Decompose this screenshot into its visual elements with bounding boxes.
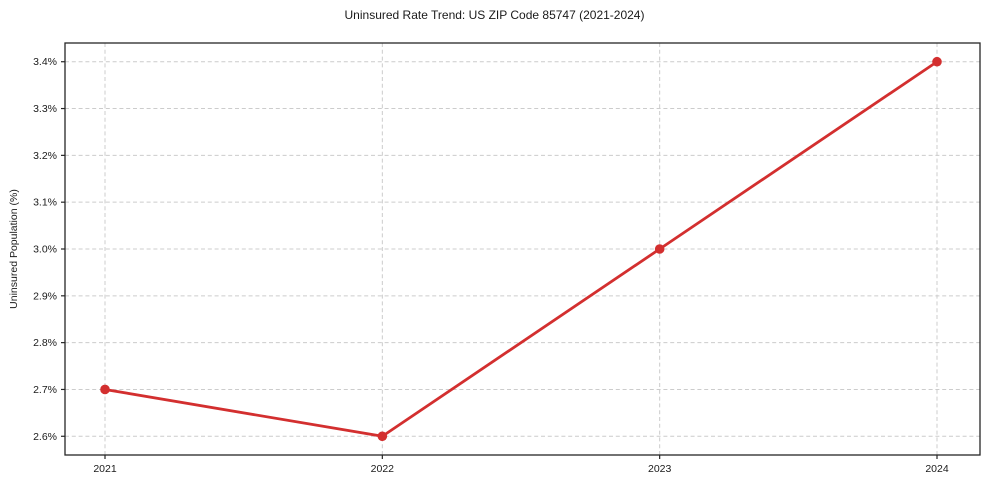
y-tick-label: 2.7%: [33, 384, 57, 396]
y-tick-label: 2.8%: [33, 337, 57, 349]
y-tick-label: 3.1%: [33, 197, 57, 209]
data-point: [100, 384, 110, 395]
y-tick-label: 2.9%: [33, 290, 57, 302]
data-point: [654, 244, 665, 254]
y-tick-label: 3.2%: [33, 150, 57, 162]
x-tick-label: 2023: [648, 463, 672, 475]
series-line: [103, 60, 939, 438]
chart-title: Uninsured Rate Trend: US ZIP Code 85747 …: [344, 8, 645, 22]
y-tick-label: 3.0%: [33, 244, 57, 256]
x-tick-label: 2021: [93, 463, 117, 475]
data-point: [377, 431, 388, 442]
y-tick-label: 3.3%: [33, 103, 57, 115]
y-tick-label: 2.6%: [33, 431, 57, 443]
y-tick-label: 3.4%: [33, 56, 57, 68]
x-tick-label: 2024: [925, 463, 949, 475]
data-point: [932, 56, 942, 67]
x-tick-label: 2022: [371, 463, 395, 475]
